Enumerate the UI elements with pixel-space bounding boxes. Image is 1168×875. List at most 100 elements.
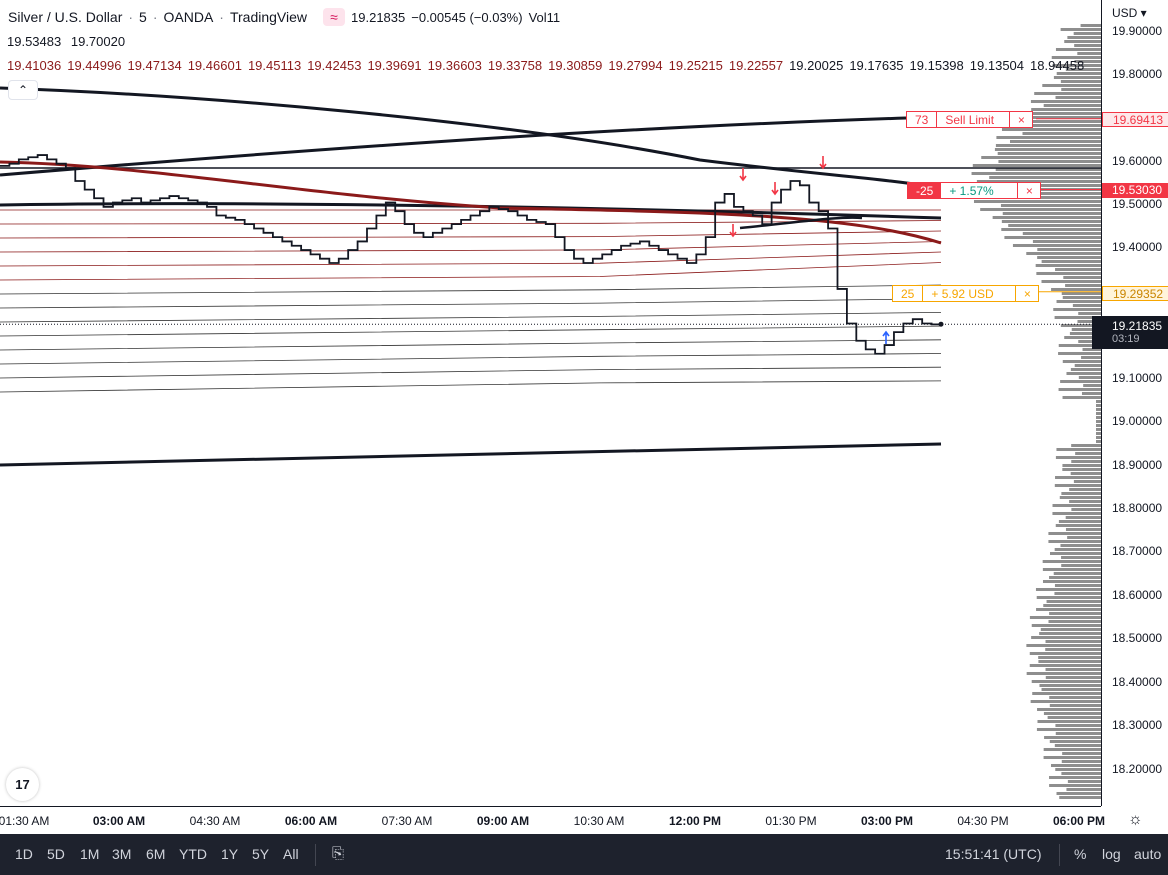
ma-value: 19.17635 xyxy=(849,58,904,73)
symbol-name[interactable]: Silver / U.S. Dollar xyxy=(8,9,123,25)
volume-bar xyxy=(1066,372,1101,375)
volume-bar xyxy=(1069,488,1101,491)
price-chart[interactable] xyxy=(0,0,1101,806)
time-label: 09:00 AM xyxy=(476,814,530,828)
range-button-1d[interactable]: 1D xyxy=(15,846,33,862)
volume-bar xyxy=(1074,44,1101,47)
percent-scale-button[interactable]: % xyxy=(1074,846,1087,862)
divider xyxy=(315,844,316,866)
indicator-value: 19.70020 xyxy=(70,34,126,49)
indicator-values-row: 19.53483 19.70020 xyxy=(7,34,131,49)
sell-limit-price-label: 19.69413 xyxy=(1102,112,1168,127)
ma-value: 19.13504 xyxy=(969,58,1025,73)
price-series xyxy=(0,154,944,355)
range-button-all[interactable]: All xyxy=(283,846,299,862)
range-button-1m[interactable]: 1M xyxy=(80,846,100,862)
log-scale-button[interactable]: log xyxy=(1102,846,1121,862)
volume-bar xyxy=(1061,564,1101,567)
volume-bar xyxy=(1055,476,1101,479)
price-tick: 18.30000 xyxy=(1112,718,1163,732)
range-button-5d[interactable]: 5D xyxy=(47,846,65,862)
range-button-1y[interactable]: 1Y xyxy=(221,846,239,862)
volume-bar xyxy=(1067,536,1101,539)
volume-bar xyxy=(1060,28,1101,31)
volume-bar xyxy=(1069,500,1101,503)
close-icon[interactable]: × xyxy=(1023,287,1031,301)
price-scale[interactable]: USD ▾ 19.90000 19.80000 19.60000 19.5000… xyxy=(1092,0,1168,806)
volume-bar xyxy=(1070,368,1101,371)
range-button-3m[interactable]: 3M xyxy=(112,846,132,862)
volume-bar xyxy=(1096,428,1101,431)
bottom-toolbar: 1D 5D 1M 3M 6M YTD 1Y 5Y All ⎘ 15:51:41 (UTC) % … xyxy=(0,834,1168,875)
take-profit-order[interactable]: 25 + 5.92 USD × xyxy=(892,285,1040,302)
sell-limit-order[interactable]: 73 Sell Limit × xyxy=(906,111,1034,128)
volume-bar xyxy=(1000,204,1101,207)
time-label: 07:30 AM xyxy=(381,814,433,828)
position-line[interactable]: -25 + 1.57% × xyxy=(907,182,1042,199)
volume-bar xyxy=(1058,352,1101,355)
position-qty[interactable]: -25 xyxy=(908,183,942,198)
sell-arrow-icon xyxy=(729,224,737,238)
volume-bar xyxy=(1058,388,1101,391)
volume-bar xyxy=(1048,620,1101,623)
utc-clock[interactable]: 15:51:41 (UTC) xyxy=(945,846,1042,862)
volume-bar xyxy=(1046,600,1101,603)
volume-bar xyxy=(1051,56,1101,59)
market-status-icon[interactable]: ≈ xyxy=(323,8,346,26)
volume: Vol11 xyxy=(528,9,561,25)
ma-value: 19.36603 xyxy=(427,58,482,73)
volume-bar xyxy=(1096,424,1101,427)
calendar-icon[interactable]: ⎘ xyxy=(332,845,345,862)
volume-bar xyxy=(1070,472,1101,475)
auto-scale-button[interactable]: auto xyxy=(1134,846,1162,862)
volume-bar xyxy=(1029,616,1101,619)
tp-qty[interactable]: 25 xyxy=(893,286,924,301)
time-label: 03:00 PM xyxy=(860,814,914,828)
volume-bar xyxy=(1060,544,1101,547)
volume-bar xyxy=(1081,356,1101,359)
ma-line-thick xyxy=(0,86,942,190)
close-icon[interactable]: × xyxy=(1017,113,1025,127)
volume-bar xyxy=(1030,700,1101,703)
tradingview-logo-icon[interactable]: 17 xyxy=(6,768,39,801)
volume-bar xyxy=(1026,252,1101,255)
order-qty[interactable]: 73 xyxy=(907,112,938,127)
settings-gear-icon[interactable]: ☼ xyxy=(1128,811,1143,828)
volume-bar xyxy=(1058,344,1101,347)
range-button-6m[interactable]: 6M xyxy=(146,846,166,862)
time-label: 01:30 PM xyxy=(765,814,817,828)
volume-bar xyxy=(1071,328,1101,331)
volume-bar xyxy=(1056,448,1101,451)
volume-bar xyxy=(1047,716,1101,719)
volume-bar xyxy=(1096,400,1101,403)
chart-pane[interactable]: Silver / U.S. Dollar · 5 · OANDA · Tradi… xyxy=(0,0,1101,806)
ma-line xyxy=(0,230,942,239)
collapse-legend-button[interactable]: ⌃ xyxy=(8,80,38,100)
range-button-5y[interactable]: 5Y xyxy=(252,846,270,862)
volume-bar xyxy=(1096,440,1101,443)
volume-bar xyxy=(1062,396,1101,399)
close-icon[interactable]: × xyxy=(1025,184,1033,198)
ma-value: 19.25215 xyxy=(668,58,723,73)
volume-bar xyxy=(995,168,1101,171)
interval[interactable]: 5 xyxy=(139,9,147,25)
volume-bar xyxy=(1054,316,1101,319)
ma-line-thick xyxy=(739,216,863,230)
volume-bar xyxy=(1038,660,1101,663)
order-type[interactable]: Sell Limit xyxy=(937,112,1011,127)
volume-bar xyxy=(1022,132,1101,135)
price-tick: 19.80000 xyxy=(1112,67,1163,81)
currency-selector[interactable]: USD ▾ xyxy=(1112,6,1147,20)
volume-bar xyxy=(1030,100,1101,103)
volume-bar xyxy=(1045,648,1101,651)
volume-bar xyxy=(998,160,1101,163)
volume-bar xyxy=(1053,76,1101,79)
volume-bar xyxy=(1043,748,1101,751)
last-price: 19.21835 xyxy=(351,9,406,25)
time-axis[interactable]: 01:30 AM 03:00 AM 04:30 AM 06:00 AM 07:30 AM… xyxy=(0,806,1105,835)
range-button-ytd[interactable]: YTD xyxy=(179,846,207,862)
volume-bar xyxy=(1042,568,1101,571)
time-label: 06:00 AM xyxy=(284,814,338,828)
volume-bar xyxy=(1071,508,1101,511)
volume-bar xyxy=(973,200,1101,203)
